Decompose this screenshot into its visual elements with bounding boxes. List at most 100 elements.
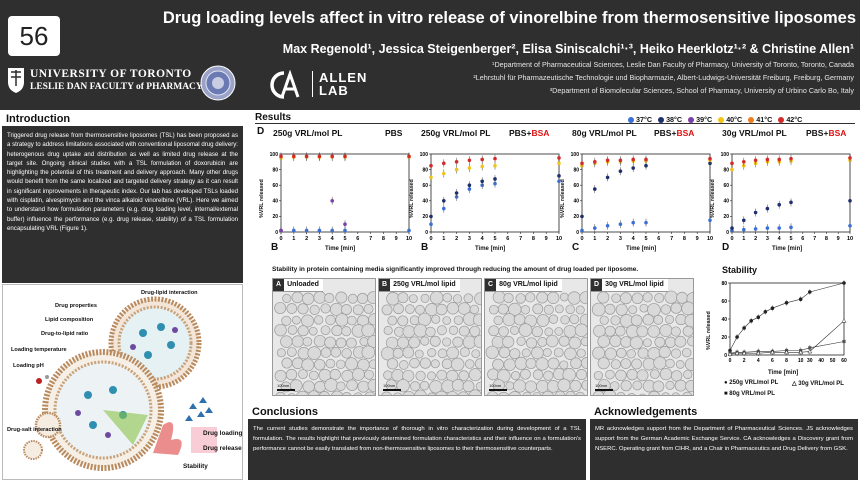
vesicle	[670, 302, 682, 314]
x-tick-label: 8	[825, 236, 828, 242]
data-point	[429, 222, 433, 226]
x-tick-label: 2	[743, 358, 746, 364]
vesicle	[275, 391, 286, 395]
vesicle	[430, 359, 440, 369]
vesicle	[629, 336, 643, 350]
x-tick-label: 3	[619, 236, 622, 242]
y-tick-label: 40	[272, 199, 278, 205]
y-tick-label: 80	[422, 167, 428, 173]
data-point	[756, 315, 761, 319]
vesicle	[276, 348, 286, 358]
x-tick-label: 5	[644, 236, 647, 242]
vesicle	[559, 360, 569, 370]
vesicle	[468, 389, 481, 395]
tem-panel-b-scale-label: 100nm	[383, 383, 396, 388]
vesicle	[367, 379, 375, 392]
data-point	[467, 158, 472, 163]
vesicle	[463, 293, 474, 304]
panel-3-xlabel: Time [min]	[626, 246, 657, 252]
vesicle	[489, 304, 499, 315]
vesicle	[597, 291, 610, 304]
vesicle	[420, 293, 430, 303]
legend-38-label: 38°C	[666, 115, 683, 124]
panel-3-ylabel: %VRL released	[560, 179, 566, 218]
vesicle	[565, 304, 575, 315]
data-point	[605, 175, 610, 180]
vesicle	[397, 292, 409, 304]
vesicle	[471, 349, 481, 359]
stability-xlabel: Time [min]	[768, 370, 799, 376]
vesicle	[320, 347, 332, 358]
tem-panel-c-scalebar	[489, 389, 507, 391]
vesicle	[419, 380, 430, 391]
x-tick-label: 2	[606, 236, 609, 242]
data-point	[749, 319, 754, 323]
label-loading-ph: Loading pH	[13, 363, 44, 369]
y-tick-label: 0	[275, 230, 278, 236]
vesicle	[684, 314, 693, 328]
vesicle	[346, 379, 358, 391]
vesicle	[685, 380, 693, 393]
panel-4-medium-base: PBS+	[806, 128, 829, 138]
vesicle	[320, 303, 331, 314]
affiliation-3: ³Department of Biomolecular Sciences, Sc…	[549, 86, 854, 95]
data-point	[730, 226, 734, 230]
vesicle	[569, 314, 580, 325]
y-tick-label: 60	[573, 183, 579, 189]
x-tick-label: 0	[429, 236, 432, 242]
vesicle	[502, 335, 515, 348]
data-point	[644, 220, 648, 225]
vesicle	[446, 346, 459, 360]
stability-chart: 0 20 40 60 80 0 2 4 6 8 10 30 40 50 60	[721, 280, 847, 364]
vesicle	[450, 357, 465, 372]
x-tick-label: 7	[519, 236, 522, 242]
vesicle	[462, 380, 475, 393]
vesicle	[664, 290, 678, 304]
legend-42-dot	[778, 116, 785, 123]
x-tick-label: 1	[593, 236, 596, 242]
vesicle	[442, 316, 452, 325]
vesicle	[627, 393, 636, 395]
legend-37-label: 37°C	[636, 115, 653, 124]
vesicle	[599, 315, 609, 325]
legend-42: 42°C	[778, 115, 802, 124]
x-tick-label: 2	[455, 236, 458, 242]
vesicle	[301, 358, 315, 372]
vesicle	[291, 291, 304, 304]
panel-1-title: 250g VRL/mol PL	[273, 128, 343, 138]
data-point	[330, 228, 334, 233]
legend-40-label: 40°C	[726, 115, 743, 124]
vesicle	[670, 348, 682, 359]
uoft-logo-line1: UNIVERSITY OF TORONTO	[30, 68, 192, 80]
vesicle	[452, 336, 464, 348]
vesicle	[535, 357, 549, 371]
data-point	[765, 206, 770, 211]
panel-2-medium-bsa: BSA	[531, 128, 550, 138]
x-tick-label: 6	[771, 358, 774, 364]
tem-panel-b-letter: B	[379, 279, 391, 291]
vesicle	[485, 345, 499, 359]
vesicle	[356, 292, 369, 305]
vesicle	[498, 326, 509, 337]
y-tick-label: 60	[422, 183, 428, 189]
data-point	[442, 171, 446, 176]
x-tick-label: 0	[729, 358, 732, 364]
data-point	[493, 177, 497, 181]
vesicle	[581, 379, 587, 391]
stability-title: Stability	[722, 265, 758, 275]
vesicle	[660, 304, 671, 315]
x-tick-label: 5	[789, 236, 792, 242]
y-tick-label: 100	[571, 152, 580, 158]
vesicle	[562, 368, 576, 382]
tem-panel-d: D 30g VRL/mol lipid 100nm	[590, 278, 694, 396]
data-point	[317, 228, 322, 233]
x-tick-label: 7	[670, 236, 673, 242]
vesicle	[309, 370, 319, 381]
data-point	[557, 179, 561, 184]
release-chart-3: 0 20 40 60 80 100 0 1 2 3 4 5 6 7 8 9 10	[571, 152, 713, 242]
vesicle	[473, 313, 481, 327]
y-tick-label: 80	[723, 167, 729, 173]
legend-40: 40°C	[718, 115, 742, 124]
vesicle	[352, 304, 364, 316]
data-point	[784, 349, 789, 355]
